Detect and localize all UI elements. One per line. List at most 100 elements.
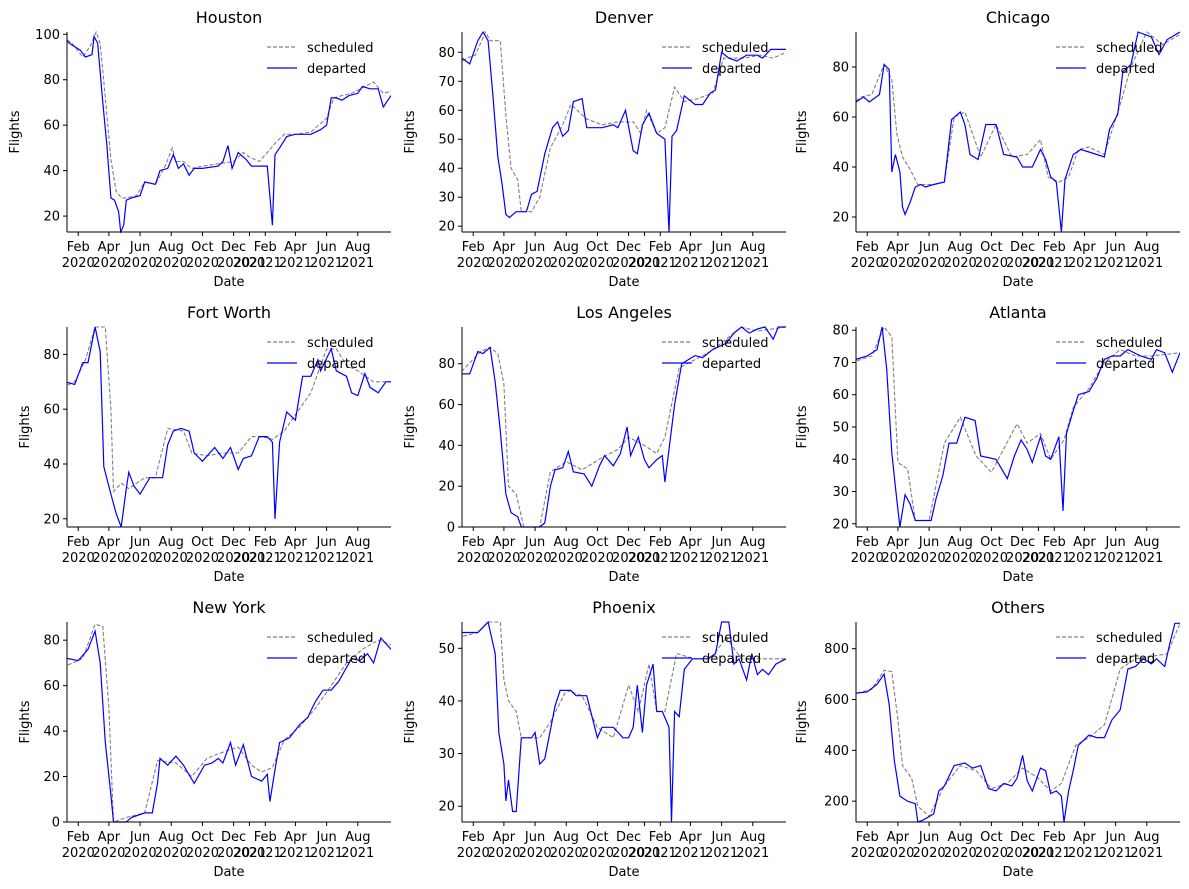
x-tick-label: Aug <box>740 830 765 845</box>
y-tick-label: 80 <box>438 46 455 61</box>
y-tick-label: 20 <box>43 512 60 527</box>
y-tick-label: 40 <box>43 457 60 472</box>
y-axis-label: Flights <box>8 110 23 153</box>
x-tick-label: 2021 <box>736 256 769 271</box>
y-tick-label: 80 <box>43 634 60 649</box>
chart-title: Denver <box>595 8 654 27</box>
x-tick-label: Jun <box>524 830 545 845</box>
x-tick-label: Apr <box>284 240 307 255</box>
y-tick-label: 0 <box>52 816 60 831</box>
y-tick-label: 80 <box>438 357 455 372</box>
x-tick-label: 2020 <box>519 256 552 271</box>
series-line-scheduled <box>856 326 1180 522</box>
x-tick-label: Oct <box>980 535 1002 550</box>
x-tick-label: Jun <box>918 240 939 255</box>
x-tick-label: Dec <box>221 830 246 845</box>
chart-title: Los Angeles <box>576 303 672 322</box>
y-tick-label: 20 <box>43 210 60 225</box>
x-tick-label: Oct <box>586 830 608 845</box>
x-tick-label: 2020 <box>881 256 914 271</box>
x-tick-label: Aug <box>1134 535 1159 550</box>
chart-title: Phoenix <box>592 598 655 617</box>
y-tick-label: 70 <box>832 356 849 371</box>
subplot-fort-worth: 20406080Feb2020Apr2020Jun2020Aug2020Oct2… <box>18 303 391 585</box>
x-tick-label: 2020 <box>944 846 977 861</box>
legend-label-departed: departed <box>702 357 761 372</box>
y-tick-label: 20 <box>438 220 455 235</box>
x-tick-label: Jun <box>918 535 939 550</box>
subplot-los-angeles: 020406080Feb2020Apr2020Jun2020Aug2020Oct… <box>403 303 786 585</box>
y-tick-label: 20 <box>43 770 60 785</box>
x-tick-label: 2021 <box>1130 256 1163 271</box>
series-line-scheduled <box>462 31 786 213</box>
x-tick-label: Feb <box>67 535 90 550</box>
x-tick-label: 2021 <box>279 846 312 861</box>
legend-label-departed: departed <box>1096 62 1155 77</box>
x-tick-label: Feb <box>254 240 277 255</box>
x-tick-label: Jun <box>710 830 731 845</box>
x-tick-label: Apr <box>887 240 910 255</box>
x-tick-label: 2020 <box>92 846 125 861</box>
x-axis-label: Date <box>213 865 244 880</box>
x-tick-label: Apr <box>1073 830 1096 845</box>
y-tick-label: 40 <box>438 439 455 454</box>
subplot-chicago: 20406080Feb2020Apr2020Jun2020Aug2020Oct2… <box>795 8 1180 290</box>
x-tick-label: Aug <box>159 830 184 845</box>
x-tick-label: 2020 <box>487 256 520 271</box>
x-tick-label: 2021 <box>705 846 738 861</box>
legend-label-departed: departed <box>307 652 366 667</box>
x-tick-label: 2021 <box>705 551 738 566</box>
x-tick-label: Feb <box>254 830 277 845</box>
x-tick-label: Apr <box>1073 240 1096 255</box>
legend-label-departed: departed <box>1096 357 1155 372</box>
x-axis-label: Date <box>608 275 639 290</box>
x-axis-label: Date <box>608 865 639 880</box>
x-tick-label: Apr <box>284 830 307 845</box>
series-line-scheduled <box>67 326 391 493</box>
subplot-others: 200400600800Feb2020Apr2020Jun2020Aug2020… <box>795 598 1180 880</box>
x-tick-label: Oct <box>191 535 213 550</box>
x-axis-label: Date <box>1002 275 1033 290</box>
subplot-atlanta: 20304050607080Feb2020Apr2020Jun2020Aug20… <box>795 303 1180 585</box>
y-tick-label: 60 <box>438 398 455 413</box>
x-tick-label: 2021 <box>1038 551 1071 566</box>
x-tick-label: 2020 <box>186 256 219 271</box>
x-tick-label: Jun <box>1104 830 1125 845</box>
chart-title: Atlanta <box>989 303 1046 322</box>
x-tick-label: Feb <box>1043 240 1066 255</box>
x-tick-label: Jun <box>710 240 731 255</box>
x-tick-label: 2020 <box>913 551 946 566</box>
y-axis-label: Flights <box>18 700 33 743</box>
x-axis-label: Date <box>213 570 244 585</box>
x-tick-label: Aug <box>948 535 973 550</box>
subplot-phoenix: 20304050Feb2020Apr2020Jun2020Aug2020Oct2… <box>403 598 786 880</box>
x-tick-label: 2020 <box>975 846 1008 861</box>
y-axis-label: Flights <box>18 405 33 448</box>
x-tick-label: 2021 <box>233 551 266 566</box>
x-tick-label: 2021 <box>1099 846 1132 861</box>
subplot-denver: 20304050607080Feb2020Apr2020Jun2020Aug20… <box>403 8 786 290</box>
y-tick-label: 40 <box>43 164 60 179</box>
x-tick-label: Aug <box>554 830 579 845</box>
x-tick-label: 2021 <box>1022 256 1055 271</box>
y-tick-label: 30 <box>832 485 849 500</box>
y-tick-label: 60 <box>43 119 60 134</box>
legend-label-scheduled: scheduled <box>1096 336 1163 351</box>
x-tick-label: Feb <box>1043 830 1066 845</box>
x-tick-label: 2020 <box>62 551 95 566</box>
x-tick-label: Aug <box>345 830 370 845</box>
x-tick-label: 2020 <box>581 846 614 861</box>
y-tick-label: 50 <box>438 133 455 148</box>
y-tick-label: 70 <box>438 75 455 90</box>
y-tick-label: 80 <box>43 348 60 363</box>
subplot-houston: 20406080100Feb2020Apr2020Jun2020Aug2020O… <box>8 8 391 290</box>
y-tick-label: 40 <box>438 162 455 177</box>
x-tick-label: 2021 <box>1022 846 1055 861</box>
series-line-departed <box>856 326 1180 528</box>
x-tick-label: 2020 <box>92 256 125 271</box>
y-tick-label: 40 <box>832 453 849 468</box>
series-line-departed <box>856 31 1180 233</box>
legend-label-departed: departed <box>307 62 366 77</box>
x-tick-label: 2020 <box>92 551 125 566</box>
y-tick-label: 50 <box>832 421 849 436</box>
